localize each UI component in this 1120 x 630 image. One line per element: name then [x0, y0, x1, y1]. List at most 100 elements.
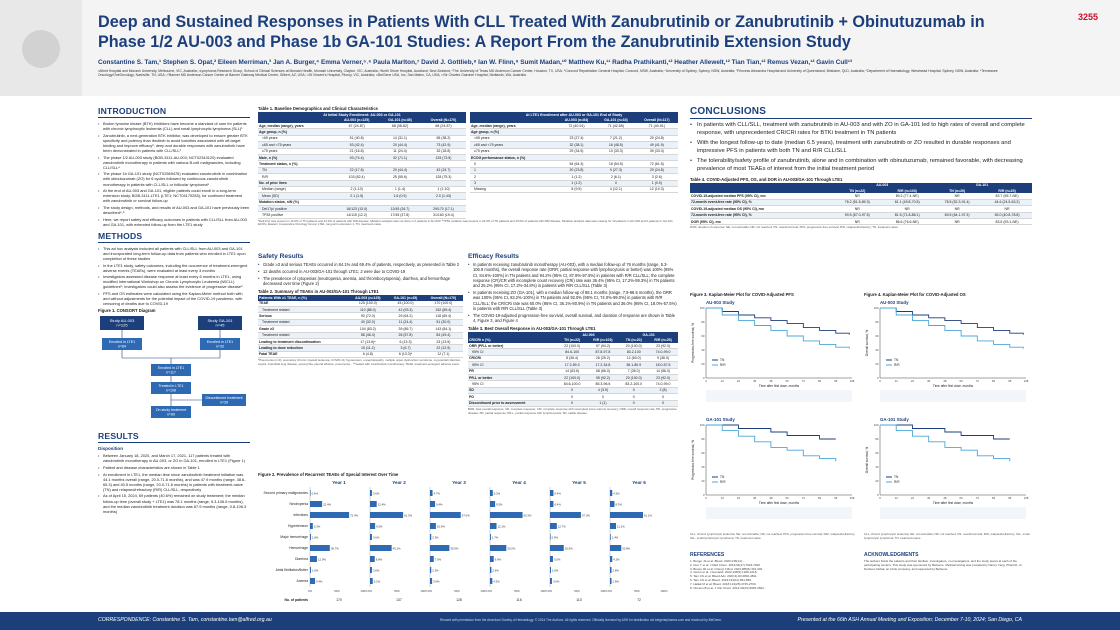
table-column-header: Overall (N=170) — [420, 117, 466, 123]
safety-bullet: The prevalence of cytopenias (neutropeni… — [258, 276, 463, 287]
km-x-tick: 24 — [737, 379, 741, 383]
table-cell: 3 (6.7) — [387, 344, 424, 352]
conclusion-bullet: In patients with CLL/SLL, treatment with… — [690, 122, 1032, 137]
table-cell: 71 (42-85) — [596, 122, 636, 130]
consort-treated-box — [151, 382, 191, 395]
km-panel-title: GA-101 Study — [880, 417, 909, 422]
table-cell: NR — [882, 205, 933, 213]
fig2-bar — [430, 534, 432, 540]
table-row: Fatal TEAE 6 (4.8) 6 (13.3)ᵇ 12 (7.1) — [258, 351, 463, 359]
fig2-bar-label: 57.0% — [462, 514, 470, 518]
fig2-bar — [490, 545, 507, 551]
km-y-tick: 40 — [875, 465, 879, 469]
table-cell: DOR (95% CI), mo — [690, 218, 833, 226]
km-x-tick: 0 — [705, 379, 707, 383]
fig2-bar-label: 2.6% — [492, 569, 499, 573]
fig2-bar-label: 5.1% — [374, 580, 381, 584]
fig2-bar — [310, 534, 311, 540]
table-cell — [420, 199, 466, 207]
fig2-bar — [550, 556, 553, 562]
table-row: CR/CRi 8 (36.4) 26 (25.2) 12 (60.0) 9 (36.0) — [468, 355, 678, 363]
table-cell: 0 — [470, 160, 557, 168]
fig2-n-patients: 137 — [396, 598, 402, 602]
fig2-bar-label: 30.2% — [507, 547, 515, 551]
fig2-bar — [370, 501, 377, 507]
table-cell: 0 — [619, 393, 649, 401]
fig2-category-label: Diarrhea — [295, 557, 308, 561]
fig2-bar-label: 9.4% — [316, 580, 323, 584]
table-cell: Treatment related — [258, 319, 349, 327]
table-cell — [379, 180, 421, 187]
table-cell: 72-month event-free rate (95% CI), % — [690, 212, 833, 219]
table-cell: 1 (0.9) — [635, 180, 678, 187]
table-cell: Age group, n (%) — [470, 128, 557, 136]
km-x-tick: 108 — [1024, 496, 1029, 500]
fig2-tick-label: 100% — [660, 589, 668, 593]
fig2-bar — [310, 490, 311, 496]
fig2-bar — [430, 578, 433, 584]
km-y-tick: 20 — [875, 362, 879, 366]
table-cell: ≥65 and <75 years — [258, 141, 335, 149]
table-group-header: AU-003 — [832, 182, 933, 188]
table-cell — [379, 128, 421, 136]
km-x-tick: 48 — [769, 379, 773, 383]
table-cell: 128 (75.3) — [420, 173, 466, 181]
table-cell: 6 (13.3) — [387, 338, 424, 346]
table-cell: 20 (44.4) — [379, 167, 421, 175]
table-cell — [596, 154, 636, 162]
table-cell: 9 (36.0) — [648, 355, 678, 363]
table-cell: Leading to dose reduction — [258, 344, 349, 352]
table-row: 72-month event-free rate (95% CI), % 76.2… — [690, 199, 1032, 207]
intro-bullet: Zanubrutinib, a next-generation BTK inhi… — [98, 133, 250, 153]
km-y-tick: 0 — [877, 376, 879, 380]
consort-ga-lte-text: Enrolled in LTE1 n=33 — [207, 340, 233, 349]
table-cell: 20 (44.4) — [379, 141, 421, 149]
fig2-bar-label: 3.9% — [433, 580, 440, 584]
fig2-category-label: Second primary malignancies — [264, 491, 309, 495]
consort-au-lte-text: Enrolled in LTE1 n=84 — [109, 340, 135, 349]
table-cell: 32 (38.1) — [556, 141, 597, 149]
table-cell: 68 (66.0) — [586, 368, 620, 376]
table2-caption: Table 2. Summary of TEAEs in AU-003/GA-1… — [258, 289, 379, 295]
fig2-tick-label: 0% — [308, 589, 313, 593]
results-title: RESULTS — [98, 431, 250, 444]
table-cell: NR — [832, 193, 883, 200]
table-cell: 83.2-100.0 — [619, 380, 649, 388]
table-cell: NR — [932, 218, 983, 226]
fig2-bar-label: 3.6% — [373, 492, 380, 496]
fig2-tick-label: 100% — [600, 589, 608, 593]
table-row: TEAE 125 (100.0) 45 (100.0) 170 (100.0) — [258, 300, 463, 307]
table3-footnote: BOR, best overall response; CR, complete… — [468, 406, 677, 415]
table1-block: Table 1. Baseline Demographics and Clini… — [258, 106, 678, 227]
table-cell: 1 — [470, 167, 557, 175]
fig2-bar — [310, 523, 313, 529]
disposition-title: Disposition — [98, 446, 124, 452]
fig2-bar — [550, 534, 551, 540]
reference-item: 2. Guo Y et al. J Med Chem. 2019;62(17):… — [690, 562, 761, 567]
km-x-tick: 36 — [927, 496, 931, 500]
efficacy-bullets: In patients receiving zanubrutinib monot… — [468, 262, 678, 323]
km-y-tick: 100 — [700, 306, 705, 310]
table1-right-header: At LTE1 Enrollment after AU-003 or GA-10… — [470, 112, 678, 118]
fig2-bar-label: 6.9% — [495, 558, 502, 562]
table-column-header: Overall (N=117) — [635, 117, 678, 123]
fig2-bar — [370, 567, 372, 573]
table-row: Age, median (range), years 72 (40-91) 71 (… — [470, 122, 678, 130]
table-cell: 14 (56.0) — [648, 368, 678, 376]
table-cell: 23 (13.5) — [423, 338, 463, 346]
km-x-tick: 48 — [943, 379, 947, 383]
table-cell — [596, 128, 636, 136]
table-row: DOR (95% CI), mo NR 86.6 (76.6-NE) NR 83.5 (… — [690, 218, 1032, 226]
table-column-header: TN (n=20) — [619, 337, 649, 344]
km-curve-rr — [880, 307, 1024, 349]
km-curve-rr — [880, 424, 1011, 462]
fig2-bar — [490, 523, 497, 529]
fig2-bar-label: 4.3% — [493, 580, 500, 584]
table-cell: NR — [832, 218, 883, 226]
fig2-bar — [610, 534, 611, 540]
table-row: SD 0 4 (3.9) 0 2 (8) — [468, 387, 678, 395]
fig2-bar — [490, 556, 494, 562]
table-column-header — [470, 117, 557, 123]
reference-item: 4. Cull G et al. J Hematol. 2022;196(5):… — [690, 570, 758, 575]
table3: AU-003 GA-101 CR/CRi n (%) TN (n=22) R/R (n=… — [468, 332, 678, 407]
